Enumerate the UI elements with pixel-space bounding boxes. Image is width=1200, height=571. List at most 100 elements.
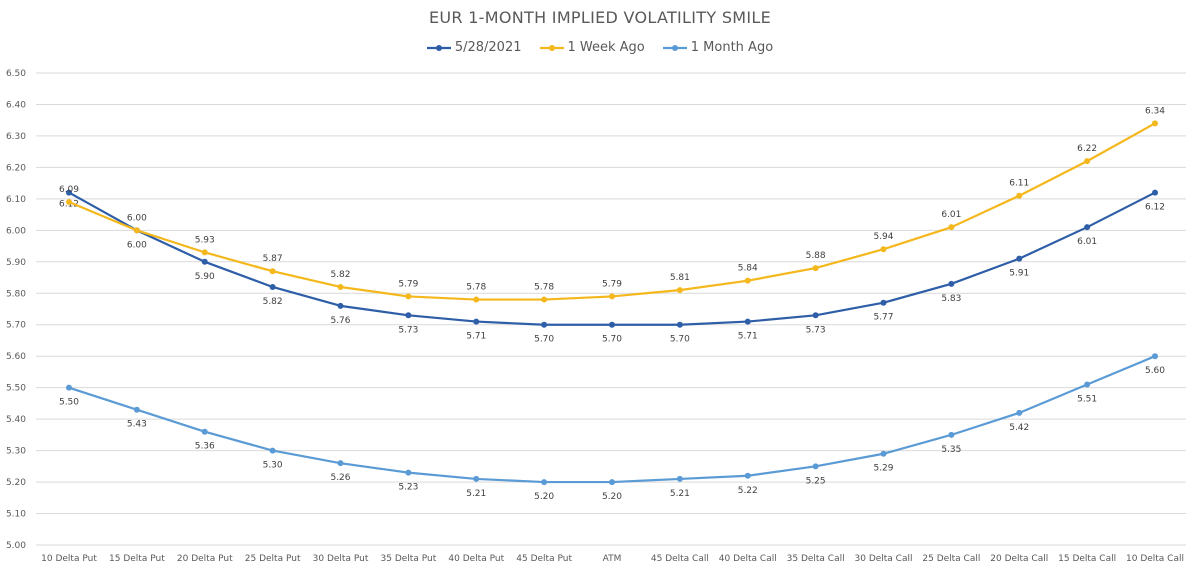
y-tick-label: 6.30 (6, 132, 26, 142)
data-label: 6.09 (59, 185, 79, 195)
legend-item: 5/28/2021 (426, 40, 522, 55)
data-point (473, 318, 480, 325)
data-point (541, 321, 548, 328)
data-label: 5.93 (195, 235, 215, 245)
data-point (948, 280, 955, 287)
data-point (609, 479, 615, 486)
y-tick-label: 5.70 (6, 321, 26, 331)
data-label: 5.21 (670, 489, 690, 499)
data-point (541, 479, 548, 486)
data-point (744, 277, 751, 284)
data-point (1084, 158, 1091, 165)
y-tick-label: 5.60 (6, 352, 26, 362)
data-label: 6.01 (941, 210, 961, 220)
data-point (1016, 255, 1023, 262)
x-tick-label: 10 Delta Call (1126, 554, 1184, 564)
data-label: 5.20 (602, 492, 622, 502)
data-label: 5.20 (534, 492, 554, 502)
y-tick-label: 6.00 (6, 226, 26, 236)
data-point (541, 296, 548, 303)
data-label: 6.00 (127, 240, 147, 250)
y-tick-label: 6.10 (6, 195, 26, 205)
data-label: 5.70 (534, 335, 554, 345)
x-tick-label: 15 Delta Call (1058, 554, 1116, 564)
y-tick-label: 5.10 (6, 510, 26, 520)
data-point (609, 321, 615, 328)
data-point (812, 312, 819, 319)
legend-label: 1 Month Ago (690, 40, 774, 55)
data-point (66, 199, 72, 206)
data-point (66, 384, 72, 391)
data-label: 5.43 (127, 420, 147, 430)
data-point (1084, 381, 1091, 388)
y-tick-label: 6.20 (6, 163, 26, 173)
legend-item: 1 Week Ago (539, 40, 645, 55)
data-label: 5.79 (398, 279, 418, 289)
x-tick-label: 40 Delta Put (448, 554, 504, 564)
x-tick-label: 30 Delta Put (313, 554, 369, 564)
data-point (337, 302, 344, 309)
data-point (948, 431, 955, 438)
x-tick-label: 15 Delta Put (109, 554, 165, 564)
data-point (948, 224, 955, 231)
data-label: 5.36 (195, 442, 215, 452)
data-label: 5.51 (1077, 395, 1097, 405)
data-label: 5.82 (263, 297, 283, 307)
data-point (744, 472, 751, 479)
data-point (880, 299, 887, 306)
data-point (337, 460, 344, 467)
x-tick-label: 20 Delta Call (990, 554, 1048, 564)
data-label: 5.91 (1009, 269, 1029, 279)
data-point (269, 283, 276, 290)
data-label: 5.60 (1145, 366, 1165, 376)
data-point (133, 406, 140, 413)
data-label: 5.88 (806, 251, 826, 261)
data-point (880, 246, 887, 253)
series-line (68, 191, 1156, 326)
data-point (676, 321, 683, 328)
series-line (68, 122, 1156, 301)
y-tick-label: 6.50 (6, 69, 26, 79)
x-tick-label: 25 Delta Call (922, 554, 980, 564)
legend-swatch (662, 44, 687, 51)
data-point (201, 428, 208, 435)
x-tick-label: 30 Delta Call (855, 554, 913, 564)
data-point (405, 312, 412, 319)
data-label: 6.34 (1145, 106, 1165, 116)
data-label: 6.22 (1077, 144, 1097, 154)
data-label: 5.79 (602, 279, 622, 289)
data-point (1016, 409, 1023, 416)
data-point (1152, 189, 1158, 196)
data-point (337, 283, 344, 290)
data-label: 5.22 (738, 486, 758, 496)
data-point (269, 447, 276, 454)
data-label: 5.21 (466, 489, 486, 499)
data-label: 5.76 (330, 316, 350, 326)
data-label: 5.71 (466, 332, 486, 342)
data-label: 5.26 (330, 473, 350, 483)
data-point (1084, 224, 1091, 231)
data-point (269, 268, 276, 275)
y-tick-label: 5.80 (6, 289, 26, 299)
data-point (880, 450, 887, 457)
data-point (405, 293, 412, 300)
data-label: 5.78 (466, 283, 486, 293)
data-point (812, 463, 819, 470)
data-label: 5.81 (670, 273, 690, 283)
x-tick-label: 45 Delta Put (516, 554, 572, 564)
data-label: 5.35 (941, 445, 961, 455)
x-tick-label: 35 Delta Call (787, 554, 845, 564)
y-tick-label: 6.40 (6, 100, 26, 110)
data-label: 5.87 (263, 254, 283, 264)
data-label: 5.70 (602, 335, 622, 345)
data-label: 5.73 (806, 325, 826, 335)
data-label: 5.71 (738, 332, 758, 342)
data-point (1152, 120, 1158, 127)
data-label: 6.01 (1077, 237, 1097, 247)
legend-swatch (539, 44, 564, 51)
data-label: 5.77 (873, 313, 893, 323)
data-point (676, 475, 683, 482)
x-tick-label: 35 Delta Put (381, 554, 437, 564)
data-point (812, 265, 819, 272)
